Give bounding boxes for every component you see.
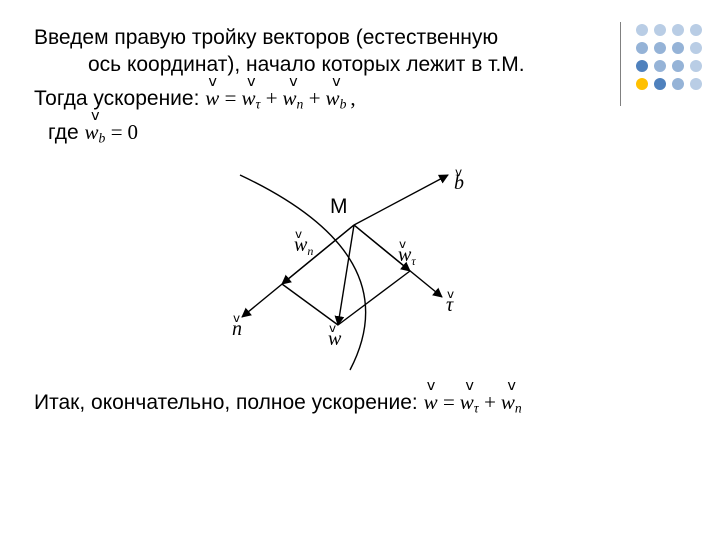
diagram-container: Mⅴbⅴτⅴwτⅴnⅴwnⅴw (34, 165, 686, 375)
svg-text:w: w (328, 328, 342, 350)
deco-dot (654, 42, 666, 54)
deco-dot (636, 24, 648, 36)
eq: = (442, 389, 456, 416)
svg-text:b: b (454, 172, 464, 194)
zero: 0 (128, 119, 139, 146)
deco-dot (636, 42, 648, 54)
deco-dot (690, 78, 702, 90)
vertical-rule (620, 22, 621, 106)
formula-wb-zero: wb = 0 (84, 119, 138, 147)
svg-text:n: n (232, 318, 242, 340)
corner-dot-decoration (636, 24, 702, 90)
svg-text:τ: τ (446, 294, 454, 316)
text: ось координат), начало которых лежит в т… (34, 51, 686, 78)
svg-text:wn: wn (294, 234, 313, 258)
vec-w: w (424, 389, 438, 416)
deco-dot (636, 60, 648, 72)
formula-full-acceleration: w = wτ + wn + wb, (205, 85, 355, 113)
deco-dot (672, 60, 684, 72)
slide: Введем правую тройку векторов (естествен… (0, 0, 720, 540)
deco-dot (672, 42, 684, 54)
svg-text:wτ: wτ (398, 244, 416, 268)
svg-text:M: M (330, 195, 348, 218)
deco-dot (672, 78, 684, 90)
acceleration-vector-diagram: Mⅴbⅴτⅴwτⅴnⅴwnⅴw (200, 165, 520, 375)
text: где (48, 121, 84, 144)
plus: + (264, 85, 278, 112)
vec-wb: wb (84, 119, 105, 147)
vec-w: w (205, 85, 219, 112)
vec-wtau: wτ (241, 85, 260, 113)
plus: + (483, 389, 497, 416)
vec-wtau: wτ (460, 389, 479, 417)
text: Итак, окончательно, полное ускорение: (34, 391, 424, 414)
vec-wb: wb (326, 85, 347, 113)
deco-dot (654, 24, 666, 36)
paragraph-3: где wb = 0 (34, 119, 686, 147)
formula-final: w = wτ + wn (424, 389, 522, 417)
text: Тогда ускорение: (34, 87, 205, 110)
deco-dot (690, 42, 702, 54)
deco-dot (654, 60, 666, 72)
text: Введем правую тройку векторов (естествен… (34, 26, 498, 49)
deco-dot (690, 60, 702, 72)
eq: = (109, 119, 123, 146)
paragraph-4: Итак, окончательно, полное ускорение: w … (34, 389, 686, 417)
plus: + (307, 85, 321, 112)
eq: = (223, 85, 237, 112)
deco-dot (672, 24, 684, 36)
paragraph-2: Тогда ускорение: w = wτ + wn + wb, (34, 85, 686, 113)
deco-dot (654, 78, 666, 90)
deco-dot (636, 78, 648, 90)
vec-wn: wn (501, 389, 522, 417)
vec-wn: wn (283, 85, 304, 113)
deco-dot (690, 24, 702, 36)
paragraph-1: Введем правую тройку векторов (естествен… (34, 24, 686, 79)
